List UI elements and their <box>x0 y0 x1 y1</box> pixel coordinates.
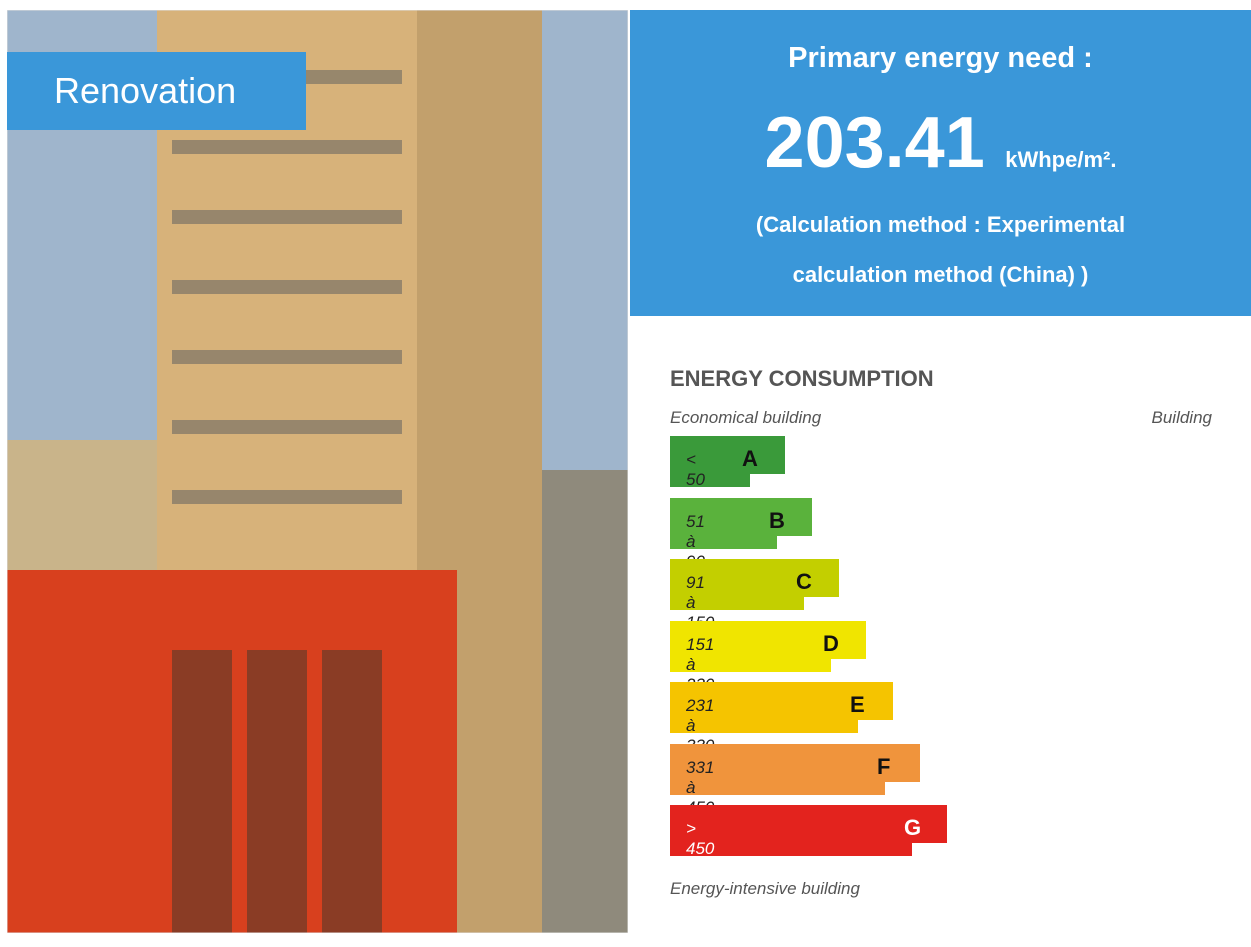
class-letter: A <box>742 446 758 472</box>
scale-bottom: Energy-intensive building <box>670 879 860 899</box>
summary-panel: Primary energy need : 203.41 kWhpe/m². (… <box>630 10 1251 316</box>
class-letter: D <box>823 631 839 657</box>
class-letter: E <box>850 692 865 718</box>
scale-top-right: Building <box>1152 408 1213 428</box>
class-letter: C <box>796 569 812 595</box>
class-letter: F <box>877 754 890 780</box>
page: Renovation Primary energy need : 203.41 … <box>0 0 1251 947</box>
building-photo <box>7 10 628 933</box>
class-letter: B <box>769 508 785 534</box>
method-line: (Calculation method : Experimental <box>630 212 1251 238</box>
summary-unit: kWhpe/m². <box>1005 147 1116 172</box>
badge: Renovation <box>7 52 306 130</box>
summary-value: 203.41 <box>765 103 985 183</box>
summary-title: Primary energy need : <box>630 42 1251 75</box>
class-letter: G <box>904 815 921 841</box>
scale-top-left: Economical building <box>670 408 821 428</box>
section-heading: ENERGY CONSUMPTION <box>670 366 934 392</box>
class-range: > 450 <box>686 819 714 859</box>
class-range: < 50 <box>686 450 705 490</box>
method-line: calculation method (China) ) <box>630 262 1251 288</box>
summary-value-row: 203.41 kWhpe/m². <box>630 102 1251 184</box>
